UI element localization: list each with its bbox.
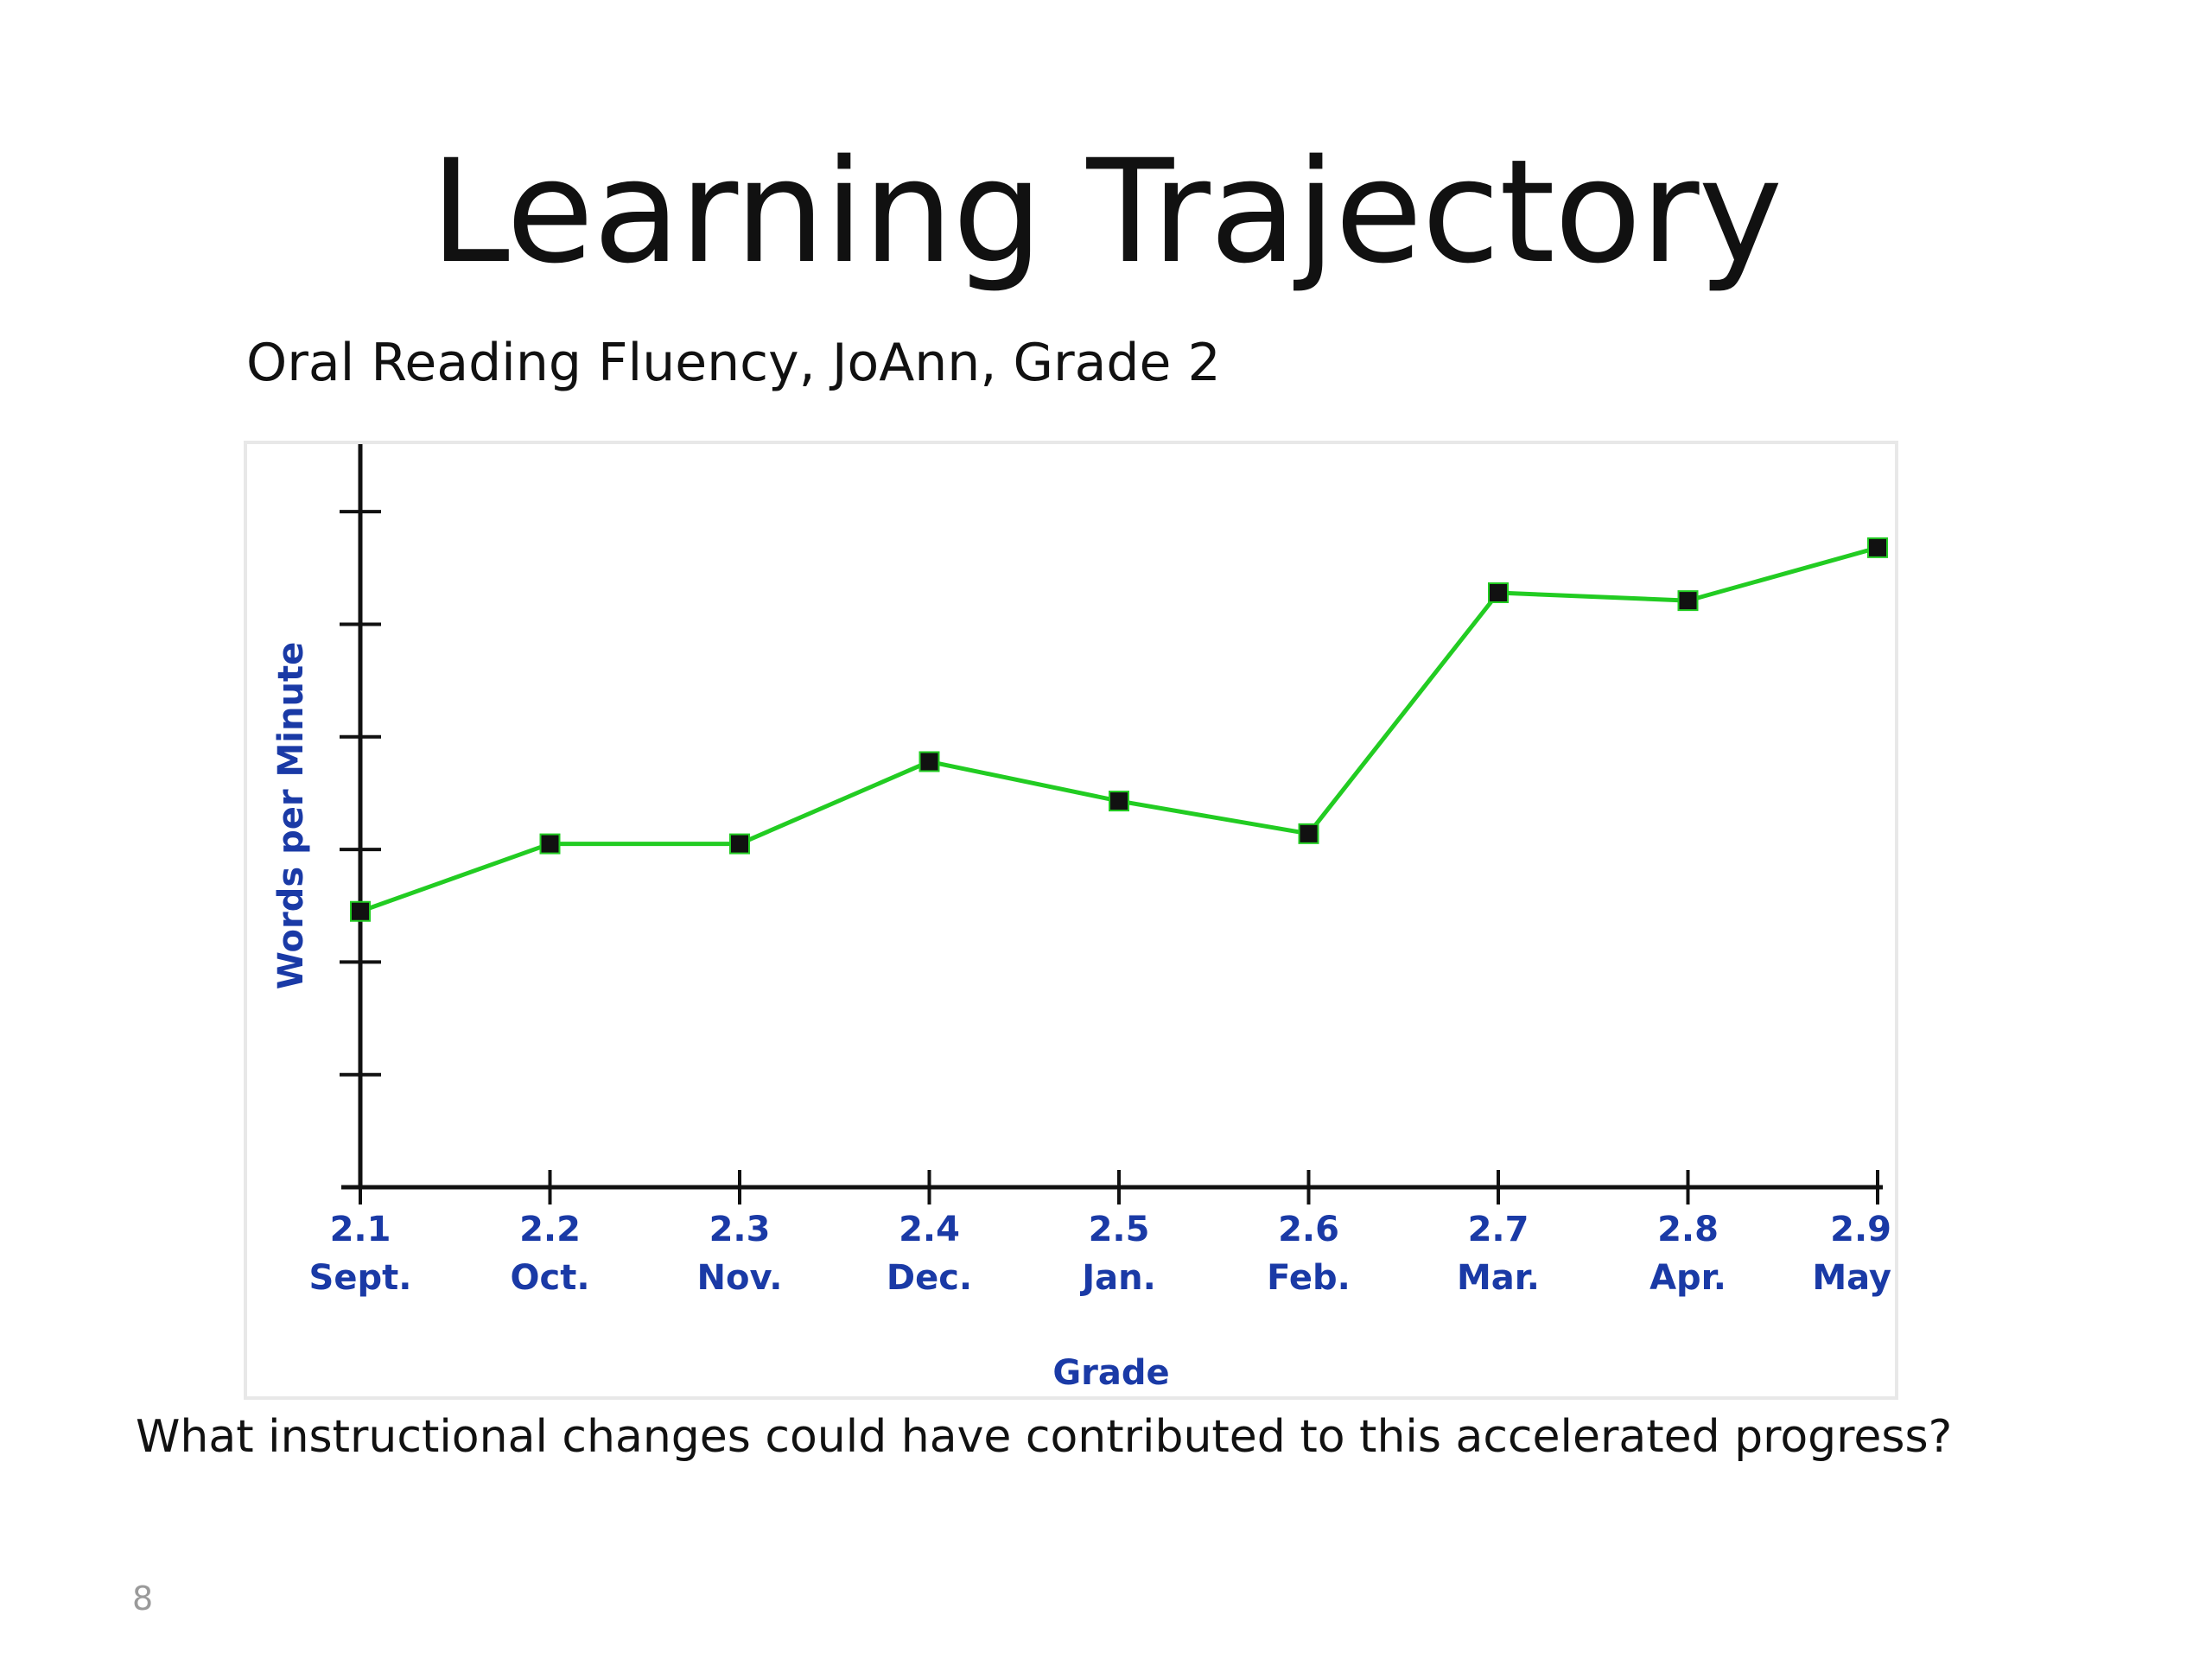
data-point-2.3: [729, 833, 750, 855]
x-tick-label-grade: 2.4: [899, 1210, 960, 1249]
slide-title: Learning Trajectory: [429, 129, 1783, 295]
x-tick-label-grade: 2.2: [519, 1210, 581, 1249]
data-point-2.9: [1867, 537, 1888, 558]
x-tick-label-month: Mar.: [1457, 1258, 1540, 1298]
data-point-2.4: [918, 751, 940, 772]
data-point-2.8: [1677, 590, 1699, 612]
data-point-2.6: [1298, 823, 1319, 844]
x-tick-label-grade: 2.6: [1278, 1210, 1339, 1249]
x-tick-label-grade: 2.7: [1468, 1210, 1529, 1249]
x-tick-label-grade: 2.8: [1657, 1210, 1719, 1249]
chart-subtitle: Oral Reading Fluency, JoAnn, Grade 2: [246, 333, 1221, 393]
x-tick-label-month: Apr.: [1649, 1258, 1726, 1298]
x-tick-label-month: Oct.: [510, 1258, 589, 1298]
x-axis-label: Grade: [1052, 1353, 1169, 1393]
discussion-question: What instructional changes could have co…: [136, 1411, 1953, 1463]
axes: [340, 444, 1883, 1205]
data-point-2.7: [1488, 582, 1509, 603]
tick-labels: 2.1 Sept. 2.2 Oct. 2.3 Nov. 2.4 Dec. 2.5 Jan. 2.6 F…: [309, 1210, 1891, 1298]
data-point-2.5: [1109, 791, 1129, 812]
line-chart: 2.1 Sept. 2.2 Oct. 2.3 Nov. 2.4 Dec. 2.5 Jan. 2.6 F…: [271, 444, 1891, 1393]
x-tick-label-month: Jan.: [1079, 1258, 1156, 1298]
x-tick-label-grade: 2.1: [330, 1210, 391, 1249]
x-tick-label-grade: 2.9: [1830, 1210, 1891, 1249]
data-point-2.1: [350, 900, 371, 922]
data-point-2.2: [539, 833, 561, 855]
y-axis-label: Words per Minute: [271, 642, 311, 989]
x-tick-label-month: Feb.: [1267, 1258, 1351, 1298]
x-tick-label-month: May: [1812, 1258, 1891, 1298]
x-tick-label-month: Dec.: [887, 1258, 972, 1298]
x-tick-label-month: Nov.: [697, 1258, 783, 1298]
x-tick-label-grade: 2.3: [709, 1210, 771, 1249]
chart-frame: 2.1 Sept. 2.2 Oct. 2.3 Nov. 2.4 Dec. 2.5 Jan. 2.6 F…: [244, 441, 1898, 1400]
page-number: 8: [132, 1580, 154, 1618]
x-tick-label-grade: 2.5: [1089, 1210, 1150, 1249]
series-line: [359, 545, 1878, 914]
series-layer: [350, 537, 1888, 922]
x-tick-label-month: Sept.: [309, 1258, 412, 1298]
